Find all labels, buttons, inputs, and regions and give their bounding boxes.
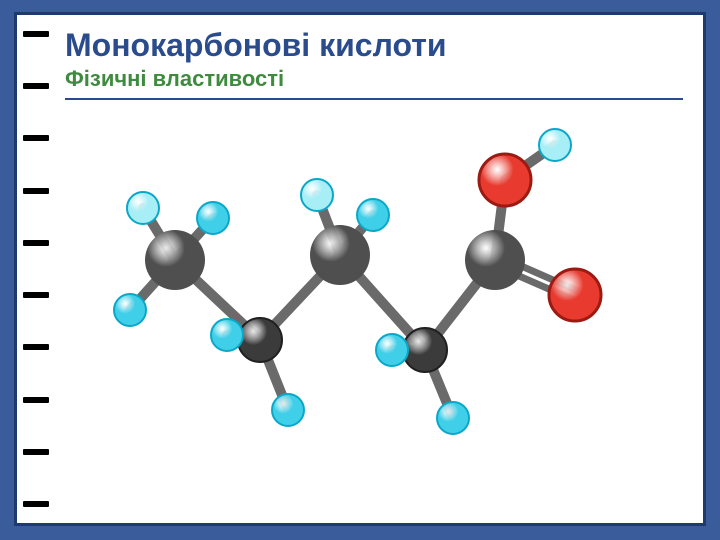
- atom-C4: [403, 328, 447, 372]
- atom-C3: [310, 225, 370, 285]
- title-rule: [65, 98, 683, 100]
- atom-H3a: [301, 179, 333, 211]
- atom-C1: [145, 230, 205, 290]
- slide-frame: Монокарбонові кислоти Фізичні властивост…: [0, 0, 720, 540]
- binder-tick: [23, 31, 49, 37]
- atom-H2a: [211, 319, 243, 351]
- page-title: Монокарбонові кислоти: [65, 27, 683, 64]
- atom-C2: [238, 318, 282, 362]
- binder-strip: [23, 31, 49, 507]
- atom-H3b: [357, 199, 389, 231]
- binder-tick: [23, 240, 49, 246]
- atom-O1: [479, 154, 531, 206]
- binder-tick: [23, 292, 49, 298]
- atom-H4a: [376, 334, 408, 366]
- page-subtitle: Фізичні властивості: [65, 66, 683, 92]
- molecule-diagram: [65, 110, 625, 470]
- binder-tick: [23, 501, 49, 507]
- molecule-svg: [65, 110, 625, 470]
- atom-O2: [549, 269, 601, 321]
- atom-H2b: [272, 394, 304, 426]
- atom-H1b: [114, 294, 146, 326]
- atom-H1a: [127, 192, 159, 224]
- atom-H1c: [197, 202, 229, 234]
- atom-C5: [465, 230, 525, 290]
- binder-tick: [23, 188, 49, 194]
- binder-tick: [23, 83, 49, 89]
- slide-card: Монокарбонові кислоти Фізичні властивост…: [14, 12, 706, 526]
- binder-tick: [23, 135, 49, 141]
- binder-tick: [23, 344, 49, 350]
- atom-HO: [539, 129, 571, 161]
- binder-tick: [23, 449, 49, 455]
- binder-tick: [23, 397, 49, 403]
- atom-H4b: [437, 402, 469, 434]
- slide-content: Монокарбонові кислоти Фізичні властивост…: [65, 27, 683, 507]
